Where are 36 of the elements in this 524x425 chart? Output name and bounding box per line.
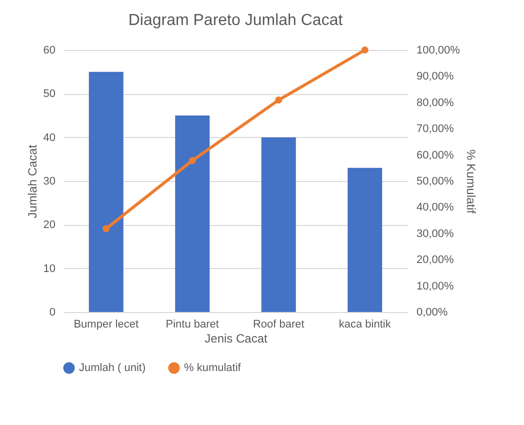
y2-tick-label: 80,00% <box>416 96 454 109</box>
y2-tick-label: 10,00% <box>416 280 454 292</box>
point <box>102 225 110 232</box>
bar <box>348 168 382 312</box>
legend-label: % kumulatif <box>184 362 242 374</box>
y-tick-label: 60 <box>43 44 56 56</box>
y-tick-label: 30 <box>43 176 56 188</box>
point <box>188 157 196 164</box>
y2-tick-label: 40,00% <box>416 202 454 214</box>
y-tick-label: 50 <box>43 88 56 100</box>
y-tick-label: 20 <box>43 219 56 232</box>
y2-tick-label: 30,00% <box>416 228 454 240</box>
y2-tick-label: 50,00% <box>416 176 454 188</box>
y2-tick-label: 100,00% <box>416 44 460 56</box>
y2-tick-label: 90,00% <box>416 70 454 83</box>
y2-axis-title: % Kumulatif <box>464 149 478 214</box>
chart-title: Diagram Pareto Jumlah Cacat <box>128 12 344 29</box>
x-tick-label: Bumper lecet <box>74 318 139 330</box>
legend-label: Jumlah ( unit) <box>79 362 146 374</box>
x-axis-title: Jenis Cacat <box>204 332 268 346</box>
point <box>361 46 368 54</box>
y-axis-title: Jumlah Cacat <box>25 144 40 218</box>
y2-tick-label: 60,00% <box>416 149 454 162</box>
y-tick-label: 0 <box>49 306 56 318</box>
x-tick-label: Roof baret <box>252 318 304 330</box>
bar <box>261 137 296 312</box>
bar <box>175 116 210 312</box>
y-tick-label: 40 <box>43 132 56 144</box>
y2-tick-label: 0,00% <box>416 306 448 318</box>
y2-tick-label: 70,00% <box>416 123 454 136</box>
bar <box>88 72 124 312</box>
y-tick-label: 10 <box>43 262 56 275</box>
y2-tick-label: 20,00% <box>416 254 454 266</box>
point <box>275 96 282 104</box>
x-tick-label: kaca bintik <box>338 318 392 330</box>
x-tick-label: Pintu baret <box>166 318 219 330</box>
